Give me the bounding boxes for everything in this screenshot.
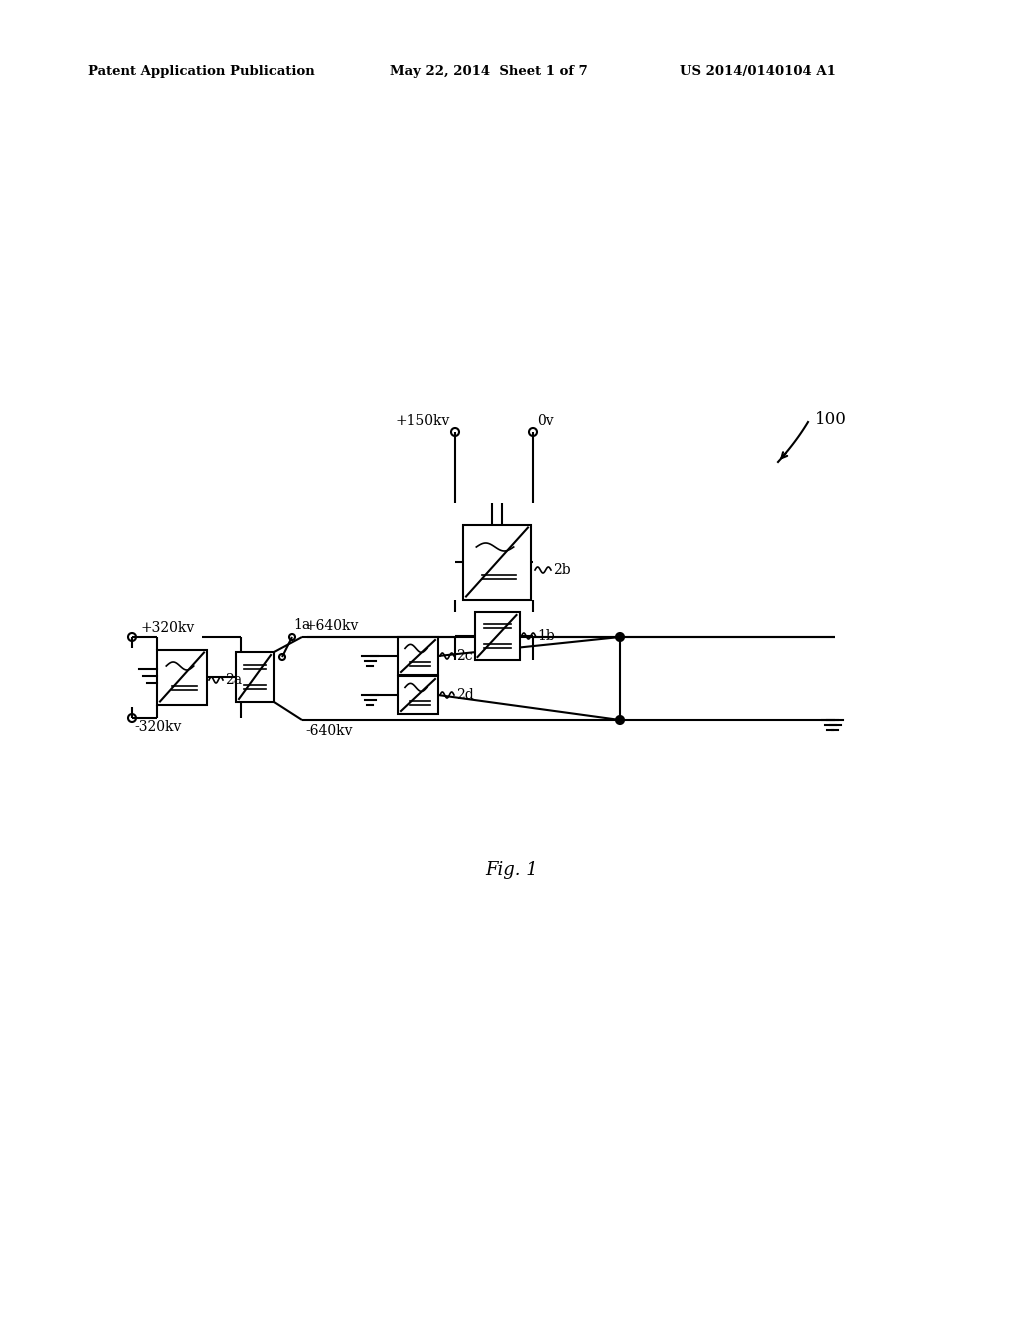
Bar <box>157 649 207 705</box>
Text: 2a: 2a <box>225 673 242 686</box>
Text: 2b: 2b <box>553 564 570 577</box>
Bar <box>236 652 274 702</box>
Text: +320kv: +320kv <box>140 620 195 635</box>
Text: -320kv: -320kv <box>134 719 181 734</box>
Bar <box>463 524 531 599</box>
Bar <box>398 638 438 675</box>
Text: May 22, 2014  Sheet 1 of 7: May 22, 2014 Sheet 1 of 7 <box>390 66 588 78</box>
Text: 2d: 2d <box>456 688 474 702</box>
Text: Fig. 1: Fig. 1 <box>485 861 539 879</box>
Text: US 2014/0140104 A1: US 2014/0140104 A1 <box>680 66 836 78</box>
Text: 1a: 1a <box>293 618 310 632</box>
Text: 1b: 1b <box>538 630 555 643</box>
Text: 100: 100 <box>815 412 847 429</box>
Text: 2c: 2c <box>456 649 473 663</box>
Text: +150kv: +150kv <box>395 414 450 428</box>
Circle shape <box>616 715 624 723</box>
Text: -640kv: -640kv <box>305 723 352 738</box>
Text: 0v: 0v <box>537 414 554 428</box>
Text: Patent Application Publication: Patent Application Publication <box>88 66 314 78</box>
Bar <box>474 612 519 660</box>
Bar <box>398 676 438 714</box>
Circle shape <box>616 634 624 642</box>
Text: +640kv: +640kv <box>305 619 359 634</box>
